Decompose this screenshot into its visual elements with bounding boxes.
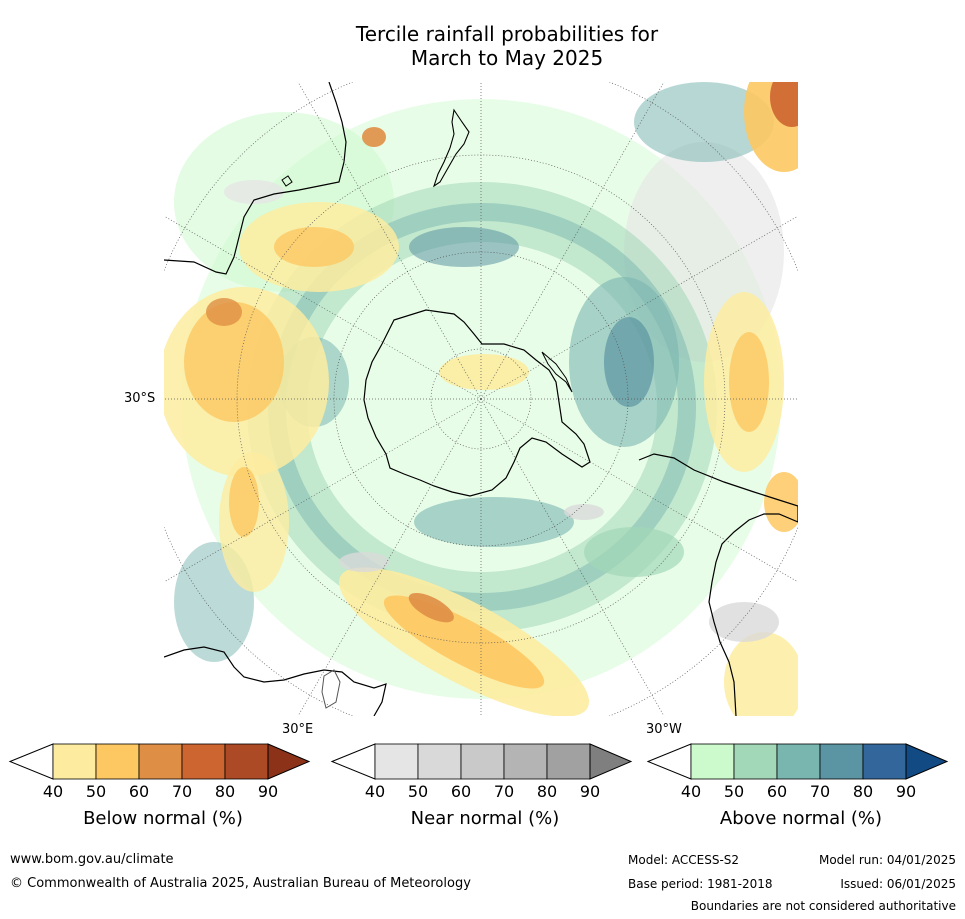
colorbar-tick-label: 90: [579, 782, 601, 801]
colorbar-tick-label: 80: [536, 782, 558, 801]
copyright-text: © Commonwealth of Australia 2025, Austra…: [10, 876, 471, 891]
colorbar-tick-label: 60: [766, 782, 788, 801]
title-line-1: Tercile rainfall probabilities for: [355, 22, 659, 46]
colorbar-swatch: [224, 743, 269, 780]
colorbar-tick-label: 70: [809, 782, 831, 801]
colorbar-below-normal: 40 50 60 70 80 90 Below normal (%): [8, 742, 318, 837]
colorbar-extend-low: [8, 743, 54, 780]
colorbar-swatch: [776, 743, 821, 780]
colorbar-swatch: [138, 743, 183, 780]
colorbar-swatch: [546, 743, 591, 780]
colorbar-swatch: [460, 743, 505, 780]
coastline-australia: [164, 82, 347, 275]
colorbar-swatch: [95, 743, 140, 780]
title-line-2: March to May 2025: [410, 46, 604, 70]
colorbar-title-near: Near normal (%): [410, 808, 560, 829]
base-period: Base period: 1981-2018: [628, 877, 773, 891]
colorbar-tick-label: 90: [895, 782, 917, 801]
colorbar-extend-high: [905, 743, 949, 780]
colorbar-swatch: [819, 743, 864, 780]
coastline-south-america: [638, 453, 798, 716]
colorbar-extend-high: [589, 743, 633, 780]
coastline-africa: [164, 646, 387, 716]
colorbar-swatch: [374, 743, 419, 780]
colorbar-extend-low: [646, 743, 692, 780]
colorbar-tick-label: 80: [852, 782, 874, 801]
colorbar-swatch: [52, 743, 97, 780]
website-link[interactable]: www.bom.gov.au/climate: [10, 852, 174, 867]
colorbar-tick-label: 70: [493, 782, 515, 801]
colorbar-swatches: [8, 743, 311, 780]
colorbar-tick-label: 70: [171, 782, 193, 801]
colorbar-above-normal: 40 50 60 70 80 90 Above normal (%): [646, 742, 956, 837]
colorbar-tick-label: 40: [364, 782, 386, 801]
coastline-madagascar: [321, 669, 341, 709]
colorbar-ticks: 40 50 60 70 80 90: [646, 782, 956, 802]
colorbar-ticks: 40 50 60 70 80 90: [330, 782, 640, 802]
colorbar-tick-label: 50: [407, 782, 429, 801]
boundaries-disclaimer: Boundaries are not considered authoritat…: [690, 899, 956, 913]
map-title: Tercile rainfall probabilities for March…: [0, 22, 965, 70]
colorbar-swatches: [646, 743, 949, 780]
colorbar-title-above: Above normal (%): [719, 808, 883, 829]
colorbar-ticks: 40 50 60 70 80 90: [8, 782, 318, 802]
colorbar-swatch: [503, 743, 548, 780]
colorbar-tick-label: 90: [257, 782, 279, 801]
colorbar-title-below: Below normal (%): [83, 808, 243, 829]
colorbar-tick-label: 80: [214, 782, 236, 801]
issued-date: Issued: 06/01/2025: [840, 877, 956, 891]
longitude-label-30w: 30°W: [646, 722, 682, 737]
colorbar-swatch: [733, 743, 778, 780]
coastline-peninsula: [541, 351, 573, 393]
coastline-new-zealand: [432, 108, 470, 188]
colorbar-extend-low: [330, 743, 376, 780]
colorbar-swatches: [330, 743, 633, 780]
colorbar-tick-label: 60: [128, 782, 150, 801]
colorbar-swatch: [690, 743, 735, 780]
coastline-antarctica: [363, 309, 591, 497]
colorbar-extend-high: [267, 743, 311, 780]
model-name: Model: ACCESS-S2: [628, 853, 740, 867]
colorbar-tick-label: 50: [85, 782, 107, 801]
colorbar-swatch: [862, 743, 907, 780]
colorbar-tick-label: 60: [450, 782, 472, 801]
model-run-date: Model run: 04/01/2025: [818, 853, 956, 867]
colorbar-swatch: [181, 743, 226, 780]
colorbar-tick-label: 40: [42, 782, 64, 801]
coastline-tasmania: [281, 175, 293, 187]
longitude-label-30e: 30°E: [282, 722, 314, 737]
colorbar-near-normal: 40 50 60 70 80 90 Near normal (%): [330, 742, 640, 837]
colorbar-tick-label: 50: [723, 782, 745, 801]
rainfall-probability-map: [164, 82, 798, 716]
graticule: [164, 82, 798, 716]
latitude-label-30s: 30°S: [124, 391, 156, 406]
colorbar-tick-label: 40: [680, 782, 702, 801]
colorbar-swatch: [417, 743, 462, 780]
